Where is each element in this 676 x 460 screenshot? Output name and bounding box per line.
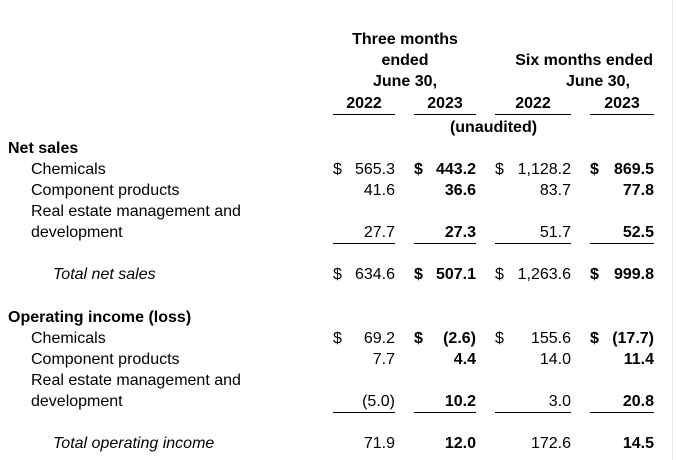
- value-3m-2022: 41.6: [363, 182, 395, 199]
- currency-sign: $: [590, 161, 599, 178]
- year-underline-2: [414, 114, 476, 115]
- total-3m-2023: 507.1: [435, 266, 476, 283]
- currency-sign: $: [414, 161, 423, 178]
- row-label: Component products: [31, 351, 180, 368]
- three-months-header-line1: Three months: [352, 31, 458, 48]
- value-3m-2022: 27.7: [363, 224, 395, 241]
- value-3m-2023: 10.2: [444, 393, 476, 410]
- total-6m-2022: 172.6: [530, 435, 571, 452]
- value-3m-2022: 69.2: [363, 330, 395, 347]
- value-6m-2022: 14.0: [539, 351, 571, 368]
- value-3m-2022: 565.3: [354, 161, 395, 178]
- three-months-header-line2: ended: [381, 52, 429, 69]
- row-label: Chemicals: [31, 330, 106, 347]
- value-3m-2023: 36.6: [444, 182, 476, 199]
- three-months-header-line3: June 30,: [372, 73, 438, 90]
- subtotal-rule: [495, 243, 571, 244]
- row-label-continued: development: [31, 393, 123, 410]
- currency-sign: $: [414, 266, 423, 283]
- currency-sign: $: [495, 330, 504, 347]
- six-months-header-line2: June 30,: [565, 73, 630, 90]
- value-3m-2022: 7.7: [372, 351, 395, 368]
- year-underline-1: [333, 114, 395, 115]
- row-label: Chemicals: [31, 161, 106, 178]
- row-label-continued: development: [31, 224, 123, 241]
- currency-sign: $: [333, 266, 342, 283]
- subtotal-rule: [495, 412, 571, 413]
- value-6m-2022: 155.6: [530, 330, 571, 347]
- total-6m-2023: 999.8: [613, 266, 654, 283]
- value-6m-2022: 83.7: [539, 182, 571, 199]
- value-6m-2023: (17.7): [612, 330, 654, 347]
- net-sales-title: Net sales: [8, 140, 79, 157]
- value-6m-2023: 11.4: [623, 351, 654, 368]
- total-3m-2022: 634.6: [354, 266, 395, 283]
- value-6m-2022: 1,128.2: [517, 161, 571, 178]
- value-3m-2023: 443.2: [435, 161, 476, 178]
- year-header-2: 2023: [427, 95, 463, 112]
- currency-sign: $: [590, 330, 599, 347]
- row-label: Real estate management and: [31, 203, 241, 220]
- total-6m-2023: 14.5: [622, 435, 654, 452]
- value-6m-2023: 869.5: [613, 161, 654, 178]
- unaudited-label: (unaudited): [449, 119, 538, 136]
- subtotal-rule: [414, 243, 476, 244]
- operating-income-title: Operating income (loss): [8, 309, 192, 326]
- value-6m-2022: 51.7: [539, 224, 571, 241]
- value-6m-2022: 3.0: [548, 393, 571, 410]
- total-3m-2022: 71.9: [363, 435, 395, 452]
- subtotal-rule: [414, 412, 476, 413]
- year-header-3: 2022: [515, 95, 551, 112]
- value-3m-2023: 4.4: [453, 351, 476, 368]
- total-net-sales-label: Total net sales: [53, 266, 156, 283]
- year-underline-3: [495, 114, 571, 115]
- currency-sign: $: [414, 330, 423, 347]
- total-6m-2022: 1,263.6: [517, 266, 571, 283]
- year-header-1: 2022: [346, 95, 382, 112]
- subtotal-rule: [333, 412, 395, 413]
- subtotal-rule: [590, 243, 654, 244]
- subtotal-rule: [333, 243, 395, 244]
- currency-sign: $: [495, 161, 504, 178]
- value-6m-2023: 20.8: [622, 393, 654, 410]
- currency-sign: $: [590, 266, 599, 283]
- six-months-header-line1: Six months ended: [515, 52, 653, 69]
- currency-sign: $: [495, 266, 504, 283]
- value-6m-2023: 52.5: [622, 224, 654, 241]
- row-label: Component products: [31, 182, 180, 199]
- total-operating-income-label: Total operating income: [53, 435, 215, 452]
- value-3m-2023: 27.3: [444, 224, 476, 241]
- year-header-4: 2023: [604, 95, 640, 112]
- subtotal-rule: [590, 412, 654, 413]
- currency-sign: $: [333, 330, 342, 347]
- page-edge-divider: [672, 0, 673, 460]
- value-6m-2023: 77.8: [622, 182, 654, 199]
- row-label: Real estate management and: [31, 372, 241, 389]
- year-underline-4: [590, 114, 654, 115]
- total-3m-2023: 12.0: [444, 435, 476, 452]
- value-3m-2022: (5.0): [362, 393, 395, 410]
- value-3m-2023: (2.6): [443, 330, 476, 347]
- currency-sign: $: [333, 161, 342, 178]
